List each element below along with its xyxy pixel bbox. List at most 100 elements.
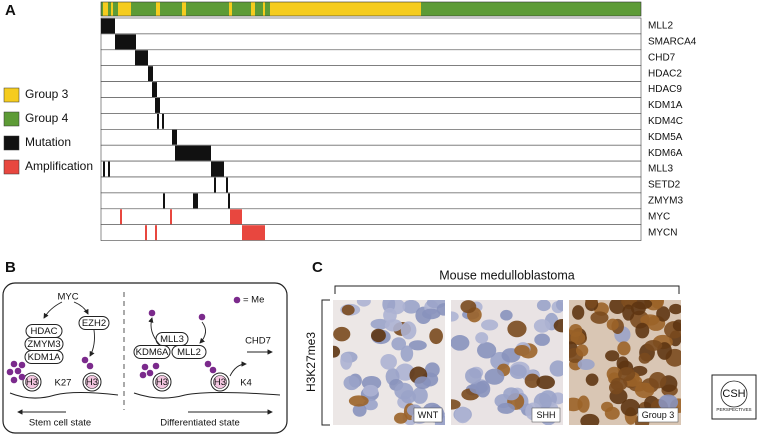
nucleus — [536, 300, 551, 312]
oncoprint: MLL2 SMARCA4 CHD7 HDAC2 HDAC9 KDM1A KDM4C KDM5A… — [3, 1, 697, 241]
mutation — [211, 161, 224, 177]
gene-row — [100, 17, 642, 35]
gene-label: HDAC2 — [648, 68, 682, 79]
amplification — [170, 209, 172, 225]
label-box — [413, 407, 443, 423]
gene-label: HDAC9 — [648, 84, 682, 95]
gene-label: CHD7 — [648, 52, 676, 63]
methyl — [141, 363, 149, 371]
legend-swatch — [3, 159, 20, 175]
strip-border — [100, 1, 642, 17]
gene-label: SMARCA4 — [648, 36, 697, 47]
nucleus — [484, 368, 505, 385]
nucleus — [429, 328, 443, 345]
nucleus — [348, 395, 369, 407]
protein-label: KDM1A — [28, 352, 61, 363]
methyl — [204, 360, 212, 368]
nucleus — [340, 352, 353, 370]
nucleus — [343, 375, 360, 391]
y-label: H3K27me3 — [304, 332, 318, 392]
nucleus — [497, 402, 515, 414]
group-3-segment — [118, 2, 131, 16]
methyl — [148, 309, 156, 317]
gene-row — [100, 160, 642, 178]
methyl — [14, 367, 22, 375]
bracket — [334, 285, 680, 294]
gene-label: KDM6A — [648, 148, 683, 159]
mutation — [115, 34, 136, 50]
arrow — [89, 329, 95, 357]
panel-letter: C — [312, 259, 323, 276]
legend-label: = Me — [243, 295, 264, 306]
gene-label: MLL3 — [648, 164, 673, 175]
protein-label: MLL2 — [177, 347, 201, 358]
bracket — [321, 299, 330, 426]
nucleus — [380, 353, 397, 370]
methyl — [81, 356, 89, 364]
gene-row — [100, 97, 642, 114]
amplification — [120, 209, 122, 225]
nucleus — [481, 319, 499, 331]
nucleus — [601, 401, 614, 413]
nucleus — [356, 300, 371, 307]
mutation — [101, 18, 115, 34]
mutation — [157, 113, 159, 129]
gene-row — [100, 224, 642, 241]
nucleus — [402, 300, 420, 314]
label: K27 — [55, 378, 72, 389]
panel-letter: B — [5, 259, 16, 276]
methyl — [18, 373, 26, 381]
mutation — [214, 177, 216, 193]
nucleus — [656, 306, 671, 322]
gene-row — [100, 81, 642, 98]
legend-label: Mutation — [25, 135, 71, 149]
nucleus — [414, 376, 431, 390]
panel-letter: A — [5, 2, 16, 19]
image-label: SHH — [536, 410, 555, 420]
logo-frame — [711, 374, 757, 420]
nucleus — [465, 367, 482, 384]
nucleus — [648, 372, 667, 389]
amplification — [145, 225, 147, 241]
legend-label: Group 4 — [25, 111, 69, 125]
nucleus — [630, 301, 646, 316]
nucleus — [553, 318, 563, 333]
protein — [24, 350, 64, 364]
nucleus — [362, 384, 379, 397]
nucleus — [536, 375, 555, 390]
amplification — [230, 209, 242, 225]
nucleus — [533, 319, 551, 333]
nucleus — [341, 304, 355, 316]
protein-label: EZH2 — [82, 318, 106, 329]
methyl — [146, 369, 154, 377]
state-label: Stem cell state — [29, 418, 91, 429]
nucleus — [575, 344, 589, 357]
methyl — [18, 361, 26, 369]
logo-text: PERSPECTIVES — [716, 407, 751, 412]
mutation — [148, 66, 153, 82]
legend-label: Group 3 — [25, 87, 69, 101]
histone-label: H3 — [26, 377, 38, 388]
gene-label: MYCN — [648, 227, 677, 238]
histone-inner — [155, 375, 169, 389]
group-3-segment — [182, 2, 186, 16]
nucleus — [394, 382, 414, 400]
nucleus — [644, 340, 663, 351]
mutation — [193, 193, 198, 209]
nucleus — [620, 398, 641, 417]
mutation — [163, 193, 165, 209]
nucleus — [569, 324, 583, 337]
histone-label: H3 — [214, 377, 226, 388]
arrow — [148, 317, 161, 346]
logo-text: CSH — [722, 388, 745, 400]
group-3-segment — [111, 2, 113, 16]
label-box — [531, 407, 561, 423]
nucleus — [352, 403, 367, 417]
nucleus — [422, 308, 441, 320]
protein-label: ZMYM3 — [27, 339, 60, 350]
legend-swatch — [3, 111, 20, 127]
gene-row — [100, 129, 642, 146]
histone-inner — [85, 375, 99, 389]
nucleus — [451, 399, 461, 410]
nucleus — [507, 320, 527, 338]
